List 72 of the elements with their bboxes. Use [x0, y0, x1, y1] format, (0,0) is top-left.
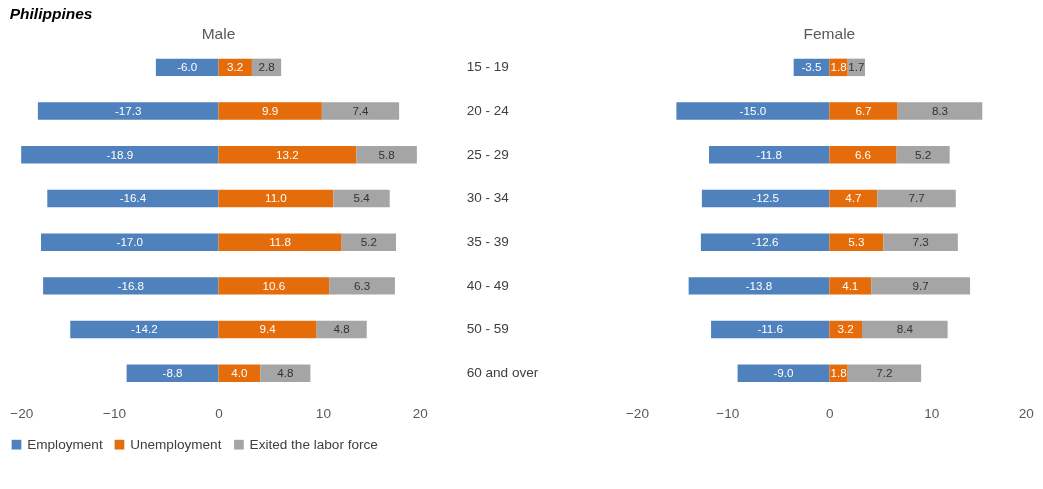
data-label: 6.6: [854, 147, 872, 161]
data-label: -11.8: [756, 147, 783, 161]
data-label: -16.8: [117, 278, 145, 292]
x-tick-label: 10: [924, 405, 940, 421]
data-label: 4.8: [277, 366, 294, 380]
data-label: 5.2: [360, 235, 377, 249]
data-label: -15.0: [739, 103, 767, 117]
data-label: 9.4: [259, 322, 277, 336]
data-label: 5.3: [848, 235, 865, 249]
y-tick-label: 60 and over: [466, 365, 539, 381]
x-tick-label: 20: [412, 405, 429, 421]
data-label: 1.8: [830, 60, 847, 74]
y-tick-label: 15 - 19: [466, 59, 509, 75]
x-tick-label: 0: [215, 405, 224, 421]
data-label: -13.8: [745, 278, 773, 292]
data-label: 9.9: [262, 103, 279, 117]
data-label: 6.3: [353, 278, 371, 292]
data-label: 4.8: [333, 322, 350, 336]
data-label: 8.4: [896, 322, 914, 336]
data-label: 10.6: [262, 278, 286, 292]
data-label: -12.5: [752, 191, 779, 205]
y-tick-label: 50 - 59: [466, 321, 509, 337]
data-label: 6.7: [855, 103, 872, 117]
text: Philippines: [9, 5, 93, 23]
data-label: -3.5: [801, 60, 822, 74]
data-label: 8.3: [931, 103, 949, 117]
data-label: -14.2: [131, 322, 158, 336]
chart-title: Male: [201, 24, 236, 42]
x-tick-label: 20: [1018, 405, 1035, 421]
x-tick-label: −10: [716, 405, 740, 421]
data-label: -6.0: [177, 60, 198, 74]
data-label: 11.8: [269, 235, 291, 249]
data-label: 11.0: [265, 191, 288, 205]
x-tick-label: −20: [625, 405, 650, 421]
y-tick-label: 25 - 29: [466, 146, 509, 162]
data-label: 7.2: [876, 366, 893, 380]
x-tick-label: 10: [315, 405, 332, 421]
data-label: 4.7: [845, 191, 862, 205]
data-label: 1.7: [848, 60, 865, 74]
data-label: -8.8: [162, 366, 183, 380]
legend-label: Employment: [27, 436, 103, 452]
data-label: 2.8: [258, 60, 275, 74]
data-label: -17.3: [114, 103, 142, 117]
data-label: 1.8: [830, 366, 847, 380]
legend-label: Unemployment: [130, 436, 222, 452]
data-label: 7.4: [352, 103, 370, 117]
data-label: 3.2: [837, 322, 854, 336]
data-label: -9.0: [773, 366, 795, 380]
legend-label: Exited the labor force: [249, 436, 378, 452]
data-label: -11.6: [757, 322, 784, 336]
data-label: 5.4: [353, 191, 371, 205]
data-label: 4.1: [842, 278, 859, 292]
x-tick-label: −20: [10, 405, 34, 421]
x-tick-label: 0: [826, 405, 835, 421]
data-label: -16.4: [119, 191, 147, 205]
data-label: 7.7: [908, 191, 925, 205]
data-label: -12.6: [751, 235, 779, 249]
y-tick-label: 20 - 24: [466, 102, 510, 118]
data-label: 5.8: [378, 147, 395, 161]
y-tick-label: 30 - 34: [466, 190, 510, 206]
data-label: -17.0: [116, 235, 144, 249]
data-label: 5.2: [915, 147, 932, 161]
data-label: -18.9: [106, 147, 134, 161]
y-tick-label: 40 - 49: [466, 277, 509, 293]
x-tick-label: −10: [103, 405, 127, 421]
data-label: 13.2: [276, 147, 299, 161]
data-label: 7.3: [912, 235, 929, 249]
data-label: 3.2: [227, 60, 244, 74]
data-label: 4.0: [231, 366, 248, 380]
data-label: 9.7: [912, 278, 929, 292]
chart-title: Female: [803, 24, 856, 42]
y-tick-label: 35 - 39: [466, 234, 509, 250]
